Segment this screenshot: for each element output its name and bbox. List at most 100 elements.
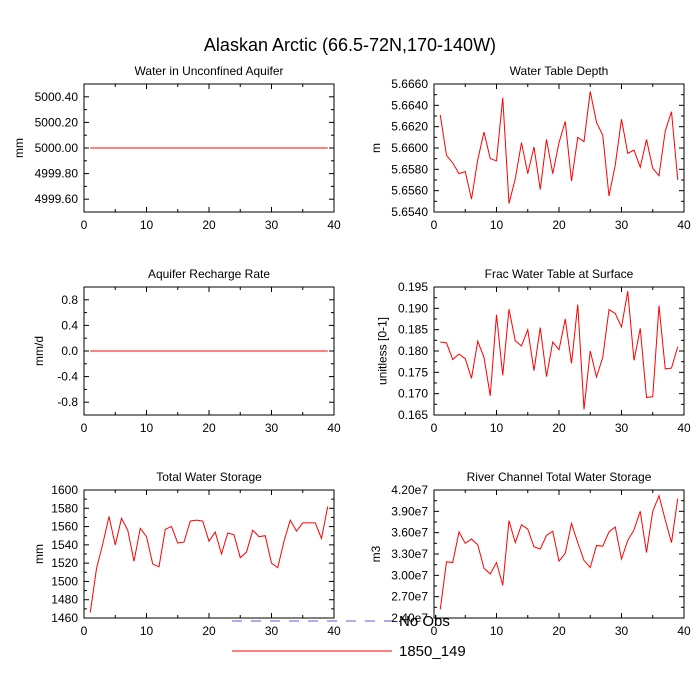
- chart-panel-3: Aquifer Recharge Rate 0 10 20 30 40 -0.8 -0.4 0.…: [32, 267, 341, 435]
- panel-title: Total Water Storage: [156, 470, 262, 484]
- y-tick-label: 3.00e7: [391, 568, 428, 582]
- chart-panel-4: Frac Water Table at Surface 0 10 20 30 40 0.16…: [376, 267, 691, 435]
- x-tick-label: 20: [552, 421, 566, 435]
- y-axis-label: mm/d: [32, 336, 46, 366]
- x-tick-label: 10: [490, 218, 504, 232]
- y-tick-label: 0.185: [398, 323, 428, 337]
- plot-frame: [83, 489, 335, 619]
- x-tick-label: 40: [677, 624, 691, 638]
- y-tick-label: 0.190: [398, 301, 428, 315]
- y-tick-label: 2.70e7: [391, 590, 428, 604]
- y-tick-label: 5.6660: [391, 77, 428, 91]
- y-tick-label: 0.195: [398, 280, 428, 294]
- y-tick-label: 1520: [51, 556, 78, 570]
- y-tick-label: 5.6560: [391, 184, 428, 198]
- y-axis-label: m: [369, 143, 383, 153]
- series-line: [439, 494, 679, 610]
- y-tick-label: 0.175: [398, 365, 428, 379]
- series-line: [89, 506, 329, 613]
- y-tick-label: 1580: [51, 501, 78, 515]
- x-tick-label: 10: [140, 218, 154, 232]
- x-tick-label: 20: [202, 421, 216, 435]
- x-tick-label: 20: [202, 218, 216, 232]
- x-tick-label: 20: [202, 624, 216, 638]
- y-tick-label: 3.60e7: [391, 526, 428, 540]
- y-tick-label: 0.165: [398, 408, 428, 422]
- legend-label-1: No Obs: [399, 613, 450, 630]
- y-tick-label: 5.6620: [391, 120, 428, 134]
- figure-title: Alaskan Arctic (66.5-72N,170-140W): [204, 35, 496, 55]
- y-tick-label: 0.4: [61, 318, 78, 332]
- x-tick-label: 30: [265, 421, 279, 435]
- panels: Water in Unconfined Aquifer 0 10 20 30 40 4999…: [12, 64, 691, 638]
- y-axis-label: m3: [369, 545, 383, 562]
- y-tick-label: 1600: [51, 483, 78, 497]
- y-tick-label: 5.6600: [391, 141, 428, 155]
- x-tick-label: 40: [677, 218, 691, 232]
- x-tick-label: 0: [431, 218, 438, 232]
- x-tick-label: 20: [552, 218, 566, 232]
- y-tick-label: -0.8: [57, 395, 78, 409]
- y-tick-label: 5000.20: [35, 115, 79, 129]
- y-tick-label: 0.170: [398, 387, 428, 401]
- y-tick-label: 0.180: [398, 344, 428, 358]
- y-tick-label: 5000.00: [35, 141, 79, 155]
- y-tick-label: 1560: [51, 520, 78, 534]
- y-tick-label: 3.90e7: [391, 504, 428, 518]
- y-tick-label: 1540: [51, 538, 78, 552]
- y-tick-label: 5.6540: [391, 205, 428, 219]
- x-tick-label: 10: [140, 421, 154, 435]
- plot-frame: [433, 489, 685, 619]
- panel-title: Water in Unconfined Aquifer: [135, 64, 284, 78]
- x-tick-label: 30: [615, 218, 629, 232]
- panel-title: Water Table Depth: [510, 64, 609, 78]
- x-tick-label: 10: [490, 421, 504, 435]
- y-tick-label: 1480: [51, 593, 78, 607]
- y-axis-label: mm: [12, 138, 26, 158]
- chart-panel-1: Water in Unconfined Aquifer 0 10 20 30 40 4999…: [12, 64, 341, 232]
- y-tick-label: 2.40e7: [391, 611, 428, 625]
- x-tick-label: 10: [140, 624, 154, 638]
- legend-label-2: 1850_149: [399, 643, 466, 660]
- y-tick-label: 4.20e7: [391, 483, 428, 497]
- x-tick-label: 30: [265, 624, 279, 638]
- x-tick-label: 40: [677, 421, 691, 435]
- plot-frame: [433, 83, 685, 213]
- x-tick-label: 40: [327, 218, 341, 232]
- y-tick-label: -0.4: [57, 370, 78, 384]
- x-tick-label: 0: [81, 421, 88, 435]
- chart-panel-2: Water Table Depth 0 10 20 30 40 5.6540 5.6560 5.…: [369, 64, 691, 232]
- panel-title: Frac Water Table at Surface: [485, 267, 634, 281]
- y-tick-label: 5000.40: [35, 90, 79, 104]
- series-line: [439, 91, 679, 204]
- x-tick-label: 10: [490, 624, 504, 638]
- y-tick-label: 4999.60: [35, 192, 79, 206]
- y-tick-label: 1460: [51, 611, 78, 625]
- x-tick-label: 20: [552, 624, 566, 638]
- y-axis-label: unitless [0-1]: [376, 317, 390, 385]
- x-tick-label: 30: [615, 624, 629, 638]
- x-tick-label: 30: [265, 218, 279, 232]
- y-tick-label: 0.0: [61, 344, 78, 358]
- chart-panel-6: River Channel Total Water Storage 0 10 20 30…: [369, 470, 691, 638]
- y-tick-label: 4999.80: [35, 167, 79, 181]
- x-tick-label: 0: [81, 624, 88, 638]
- legend: No Obs 1850_149: [232, 613, 466, 660]
- x-tick-label: 40: [327, 421, 341, 435]
- y-axis-label: mm: [32, 544, 46, 564]
- x-tick-label: 30: [615, 421, 629, 435]
- x-tick-label: 40: [327, 624, 341, 638]
- y-tick-label: 1500: [51, 574, 78, 588]
- x-tick-label: 0: [431, 624, 438, 638]
- y-tick-label: 3.30e7: [391, 547, 428, 561]
- series-line: [440, 291, 679, 410]
- chart-panel-5: Total Water Storage 0 10 20 30 40 1460 1480 1500…: [32, 470, 341, 638]
- x-tick-label: 0: [431, 421, 438, 435]
- y-tick-label: 5.6640: [391, 98, 428, 112]
- x-tick-label: 0: [81, 218, 88, 232]
- panel-title: River Channel Total Water Storage: [467, 470, 652, 484]
- y-tick-label: 0.8: [61, 293, 78, 307]
- panel-title: Aquifer Recharge Rate: [148, 267, 270, 281]
- y-tick-label: 5.6580: [391, 162, 428, 176]
